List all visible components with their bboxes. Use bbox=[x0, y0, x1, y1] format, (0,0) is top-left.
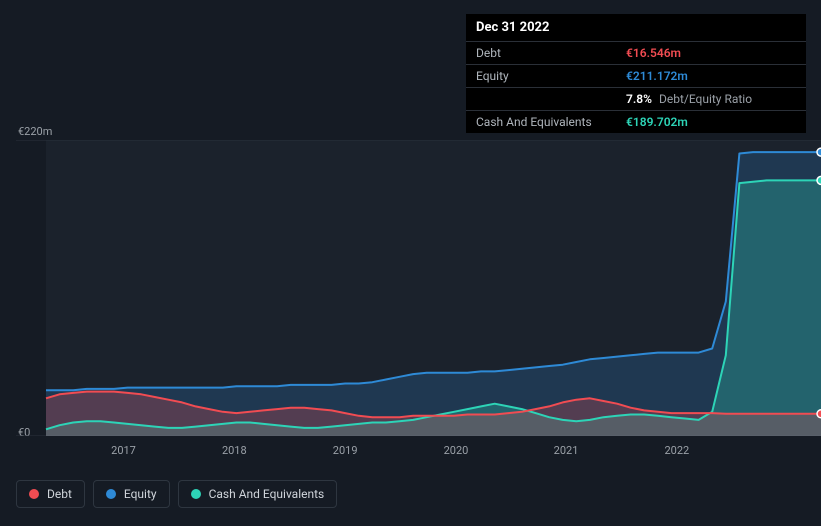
legend-label: Equity bbox=[124, 487, 157, 501]
tooltip-row-label: Debt bbox=[476, 46, 626, 60]
x-axis-label: 2021 bbox=[554, 444, 579, 457]
legend-item[interactable]: Debt bbox=[16, 480, 85, 508]
x-axis-label: 2022 bbox=[664, 444, 689, 457]
tooltip-row-value: 7.8% Debt/Equity Ratio bbox=[626, 92, 752, 106]
chart-svg bbox=[16, 140, 821, 436]
legend-item[interactable]: Equity bbox=[93, 480, 170, 508]
chart-tooltip: Dec 31 2022 Debt€16.546mEquity€211.172m7… bbox=[466, 14, 806, 133]
legend-dot-icon bbox=[106, 489, 116, 499]
series-end-marker-cash bbox=[817, 176, 821, 184]
tooltip-row-label bbox=[476, 92, 626, 106]
legend-dot-icon bbox=[29, 489, 39, 499]
tooltip-row-value: €189.702m bbox=[626, 115, 688, 129]
x-axis-labels: 2017 2018 2019 2020 2021 2022 bbox=[16, 444, 821, 464]
tooltip-row: 7.8% Debt/Equity Ratio bbox=[466, 87, 806, 110]
x-axis-label: 2017 bbox=[111, 444, 136, 457]
series-end-marker-debt bbox=[817, 410, 821, 418]
legend-item[interactable]: Cash And Equivalents bbox=[178, 480, 338, 508]
chart-plot-area[interactable] bbox=[16, 140, 821, 436]
tooltip-row-value: €16.546m bbox=[626, 46, 681, 60]
x-axis-label: 2019 bbox=[333, 444, 358, 457]
tooltip-row-value: €211.172m bbox=[626, 69, 688, 83]
legend-label: Debt bbox=[47, 487, 72, 501]
series-end-marker-equity bbox=[817, 148, 821, 156]
tooltip-row: Equity€211.172m bbox=[466, 64, 806, 87]
tooltip-row-label: Cash And Equivalents bbox=[476, 115, 626, 129]
legend-label: Cash And Equivalents bbox=[209, 487, 325, 501]
tooltip-row: Debt€16.546m bbox=[466, 41, 806, 64]
x-axis-label: 2020 bbox=[444, 444, 469, 457]
y-axis-top-label: €220m bbox=[18, 125, 52, 138]
tooltip-row-label: Equity bbox=[476, 69, 626, 83]
tooltip-row: Cash And Equivalents€189.702m bbox=[466, 110, 806, 133]
tooltip-date: Dec 31 2022 bbox=[466, 14, 806, 41]
legend-dot-icon bbox=[191, 489, 201, 499]
x-axis-label: 2018 bbox=[222, 444, 247, 457]
tooltip-row-sublabel: Debt/Equity Ratio bbox=[656, 92, 752, 106]
chart-legend: Debt Equity Cash And Equivalents bbox=[16, 480, 337, 508]
